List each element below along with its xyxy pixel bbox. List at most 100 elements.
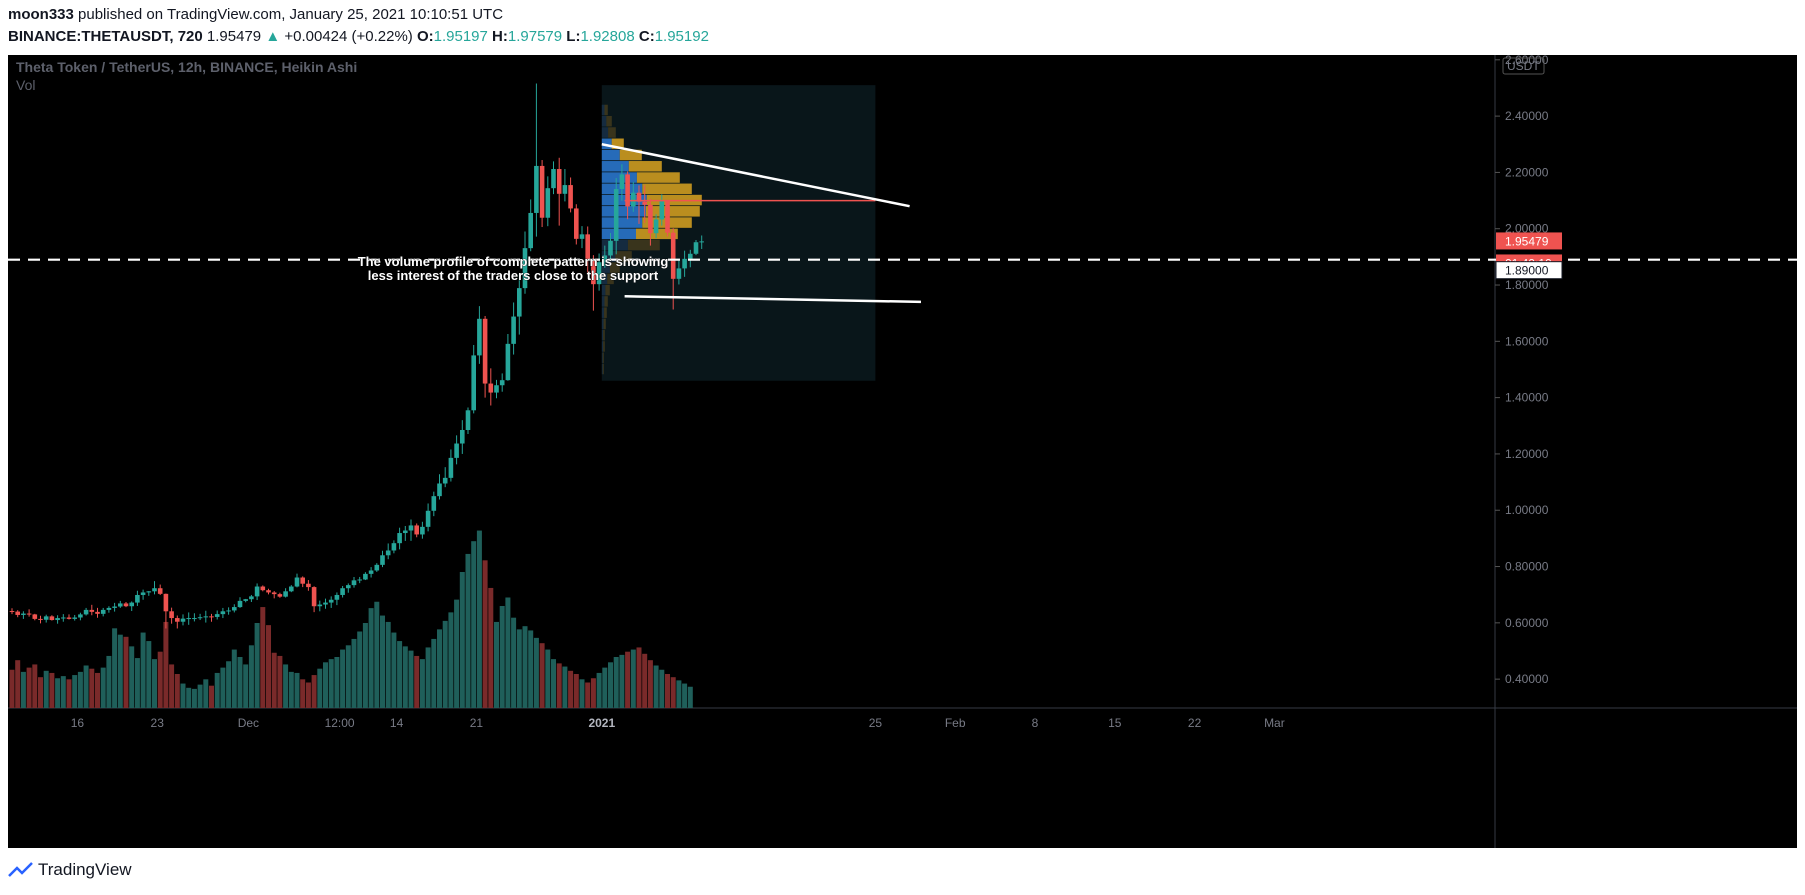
candle-body: [186, 618, 191, 620]
volume-bar: [351, 638, 357, 708]
chart-area[interactable]: 2.60000 2.40000 2.20000 2.00000 1.80000 1.600…: [8, 55, 1797, 848]
volume-bar: [294, 672, 300, 708]
candle-body: [32, 614, 38, 619]
tradingview-logo-icon: [8, 862, 33, 877]
volume-bar: [602, 667, 608, 708]
volume-profile-row-up: [601, 138, 612, 150]
volume-bar: [670, 677, 676, 708]
volume-bar: [248, 645, 254, 708]
volume-bar: [305, 682, 311, 708]
volume-bar: [243, 664, 249, 708]
volume-bar: [334, 657, 340, 708]
candle-body: [699, 241, 704, 243]
volume-bar: [123, 636, 129, 708]
candle-body: [625, 174, 630, 207]
volume-bar: [191, 688, 197, 708]
candle-body: [602, 255, 608, 263]
volume-bar: [608, 662, 613, 708]
volume-bar: [340, 649, 346, 708]
volume-profile-row-up: [601, 115, 607, 127]
time-tick-label: 23: [151, 716, 165, 730]
volume-bar: [66, 679, 72, 708]
volume-bar: [459, 572, 465, 708]
volume-profile-row-down: [627, 239, 660, 251]
candle-body: [488, 383, 494, 393]
candle-body: [688, 253, 693, 259]
volume-bar: [100, 667, 106, 708]
candle-body: [368, 570, 374, 574]
candle-body: [511, 316, 516, 344]
volume-bar: [414, 655, 420, 708]
volume-profile-row-up: [601, 296, 605, 307]
volume-bar: [659, 669, 665, 708]
volume-bar: [129, 646, 135, 708]
annotation-line: less interest of the traders close to th…: [368, 268, 659, 283]
candle-body: [591, 259, 596, 285]
candle-body: [283, 591, 288, 597]
candle-body: [21, 613, 26, 615]
volume-bar: [437, 629, 442, 708]
candle-body: [596, 262, 602, 285]
tradingview-footer[interactable]: TradingView: [8, 860, 132, 880]
volume-bar: [528, 630, 534, 708]
candle-body: [237, 600, 243, 608]
candle-body: [471, 355, 476, 411]
volume-bar: [106, 655, 112, 708]
candle-body: [454, 443, 459, 458]
volume-profile-row-up: [601, 352, 603, 363]
time-tick-label: 12:00: [325, 716, 355, 730]
volume-profile-row-down: [611, 138, 624, 150]
volume-bar: [323, 662, 328, 708]
candle-body: [300, 577, 305, 584]
volume-bar: [317, 668, 323, 708]
candle-body: [266, 590, 271, 593]
volume-profile-row-down: [642, 183, 692, 195]
volume-profile-row-up: [601, 251, 616, 262]
candle-body: [517, 288, 522, 317]
candle-body: [55, 618, 60, 621]
volume-bar: [283, 664, 289, 708]
candle-body: [385, 550, 391, 556]
volume-bar: [471, 541, 477, 708]
volume-profile-row-down: [607, 273, 614, 285]
price-chart-svg[interactable]: 2.60000 2.40000 2.20000 2.00000 1.80000 1.600…: [8, 55, 1797, 848]
candle-body: [448, 457, 454, 478]
candle-body: [414, 525, 419, 535]
candle-body: [613, 189, 619, 241]
candle-body: [431, 496, 437, 511]
candle-body: [9, 611, 15, 613]
volume-bar: [419, 659, 425, 708]
volume-profile-row-up: [601, 318, 604, 330]
volume-bar: [454, 599, 460, 708]
candle-body: [551, 169, 556, 189]
candle-body: [346, 585, 351, 589]
volume-bar: [676, 680, 682, 708]
candle-body: [340, 588, 345, 595]
volume-bar: [533, 637, 539, 708]
volume-bar: [237, 657, 243, 708]
volume-bar: [465, 553, 471, 708]
candle-body: [232, 607, 237, 611]
volume-profile-row-up: [601, 217, 643, 228]
candle-body: [693, 242, 699, 254]
volume-bar: [539, 643, 545, 708]
volume-bar: [271, 652, 277, 708]
volume-profile-row-down: [619, 149, 642, 161]
volume-profile-row-down: [602, 352, 604, 363]
candle-body: [95, 611, 100, 614]
candle-body: [562, 185, 568, 194]
volume-profile-row-down: [615, 251, 632, 262]
price-tick-label: 0.80000: [1505, 560, 1549, 574]
candle-body: [380, 555, 385, 565]
volume-bar: [516, 629, 522, 708]
author-name[interactable]: moon333: [8, 6, 74, 23]
candle-body: [66, 617, 72, 619]
candle-body: [49, 616, 55, 621]
high-value: 1.97579: [507, 28, 563, 45]
volume-profile-row-down: [603, 318, 606, 330]
candle-body: [15, 611, 20, 615]
chart-title: Theta Token / TetherUS, 12h, BINANCE, He…: [16, 59, 357, 75]
currency-badge-label: USDT: [1507, 59, 1540, 73]
volume-profile-row-up: [601, 161, 629, 172]
volume-bar: [442, 620, 448, 708]
